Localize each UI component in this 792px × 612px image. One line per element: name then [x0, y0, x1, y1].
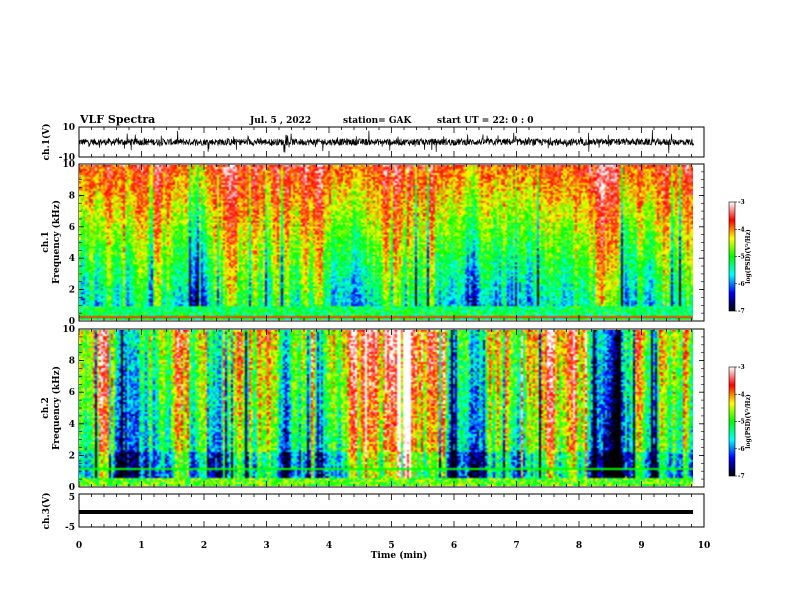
x-tick-label: 1 — [138, 541, 144, 551]
x-tick-label: 8 — [576, 541, 582, 551]
ch1-waveform-panel: 10 -10 ch.1(V) — [41, 123, 705, 163]
figure-title: VLF Spectra — [79, 113, 155, 126]
x-tick-label: 6 — [451, 541, 457, 551]
ch3-ytick-top: 5 — [69, 493, 75, 503]
x-axis-label: Time (min) — [371, 550, 428, 561]
ch2-spectrogram-ytick-labels: 0 2 4 6 8 10 — [62, 325, 704, 493]
station-label: station= GAK — [343, 116, 413, 126]
spectrogram-ytick-label: 6 — [69, 388, 75, 398]
x-tick-label: 2 — [201, 541, 207, 551]
ch1-spectrogram-panel: ch.1Frequency (kHz) — [41, 163, 705, 322]
ch1-waveform-trace — [78, 129, 695, 154]
colorbar-gradient — [728, 366, 736, 477]
colorbar-label: log(PSD)(V²/Hz) — [745, 394, 752, 449]
spectrogram-ytick-label: 8 — [69, 357, 75, 367]
spectrogram-ytick-label: 8 — [69, 191, 75, 201]
ch1-ytick-top: 10 — [62, 123, 75, 133]
ch1-waveform-ylabel: ch.1(V) — [41, 124, 52, 161]
ch1-ytick-bottom: -10 — [59, 153, 75, 163]
x-tick-label: 3 — [263, 541, 269, 551]
x-axis-tick-labels: 0 1 2 3 4 5 6 7 8 9 10 — [76, 541, 710, 551]
spectrogram-ytick-label: 2 — [69, 451, 75, 461]
x-tick-label: 9 — [638, 541, 644, 551]
ch3-ytick-bottom: -5 — [65, 523, 75, 533]
spectrogram-ytick-label: 0 — [69, 483, 75, 493]
x-tick-label: 5 — [388, 541, 394, 551]
colorbar-tick-label: -3 — [738, 364, 745, 371]
colorbar-tick-label: -5 — [738, 254, 745, 261]
ch1-spectrogram-image — [79, 165, 693, 320]
colorbar-tick-label: -7 — [738, 473, 745, 480]
colorbar-tick-label: -7 — [738, 308, 745, 315]
spectrogram-ytick-label: 6 — [69, 223, 75, 233]
start-time-label: start UT = 22: 0 : 0 — [437, 116, 534, 126]
ch2-spectrogram-ylabel-channel: ch.2Frequency (kHz) — [41, 366, 62, 450]
ch3-waveform-trace — [79, 510, 693, 514]
colorbar-tick-label: -4 — [738, 391, 745, 398]
x-tick-label: 4 — [326, 541, 332, 551]
spectrogram-ytick-label: 2 — [69, 286, 75, 296]
ch1-spectrogram-ytick-labels: 0 2 4 6 8 10 — [62, 160, 704, 327]
colorbar-tick-label: -5 — [738, 419, 745, 426]
colorbar-tick-label: -6 — [738, 446, 745, 453]
ch2-spectrogram-panel: ch.2Frequency (kHz) — [41, 328, 705, 488]
colorbar-gradient — [728, 201, 736, 312]
ch1-spectrogram-ylabel-channel: ch.1Frequency (kHz) — [41, 200, 62, 284]
colorbar-label: log(PSD)(V²/Hz) — [745, 229, 752, 284]
colorbar-tick-label: -6 — [738, 281, 745, 288]
spectrogram-ytick-label: 0 — [69, 317, 75, 327]
ch2-spectrogram-image — [79, 330, 693, 486]
ch3-waveform-panel: 5 -5 ch.3(V) — [41, 493, 705, 533]
ch1-colorbar: -3 -4 -5 -6 -7 log(PSD)(V²/Hz) — [728, 199, 752, 315]
x-tick-label: 0 — [76, 541, 82, 551]
x-tick-label: 10 — [698, 541, 711, 551]
x-tick-label: 7 — [513, 541, 519, 551]
spectrogram-ytick-label: 4 — [69, 254, 75, 264]
ch2-colorbar: -3 -4 -5 -6 -7 log(PSD)(V²/Hz) — [728, 364, 752, 480]
spectrogram-ytick-label: 10 — [62, 160, 75, 170]
ch3-waveform-ylabel: ch.3(V) — [41, 493, 52, 530]
spectrogram-ytick-label: 4 — [69, 420, 75, 430]
spectrogram-ytick-label: 10 — [62, 325, 75, 335]
x-axis-ticks — [78, 127, 705, 527]
colorbar-tick-label: -3 — [738, 199, 745, 206]
date-label: Jul. 5 , 2022 — [249, 116, 311, 126]
colorbar-tick-label: -4 — [738, 226, 745, 233]
